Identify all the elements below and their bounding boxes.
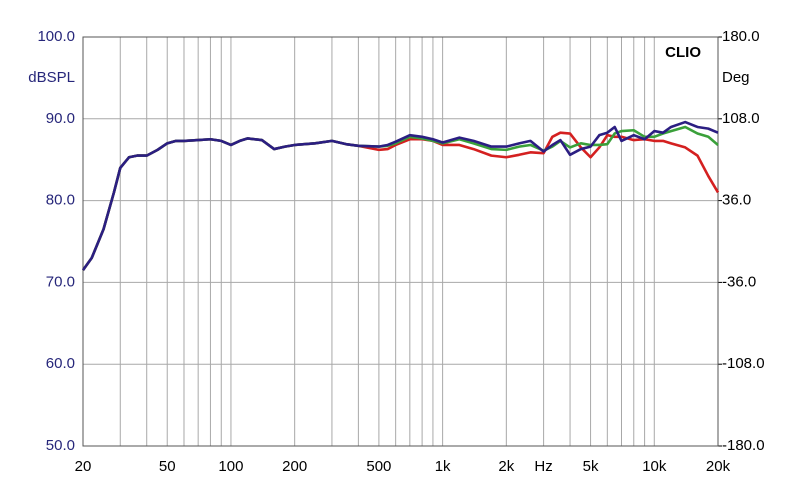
y2-tick-label: -36.0 [722, 273, 756, 290]
x-tick-label: 2k [498, 458, 514, 475]
y-tick-label: 70.0 [46, 273, 75, 290]
plot-frame [82, 36, 719, 447]
x-tick-label: 20k [706, 458, 731, 475]
y2-axis-label: Deg [722, 69, 750, 86]
y-tick-label: 90.0 [46, 110, 75, 127]
annotation: CLIO [665, 44, 701, 61]
x-tick-label: 50 [159, 458, 176, 475]
y-axis-label: dBSPL [28, 69, 75, 86]
x-tick-label: 20 [75, 458, 92, 475]
x-tick-label: 100 [218, 458, 243, 475]
x-tick-label: 10k [642, 458, 667, 475]
y2-tick-label: 108.0 [722, 110, 760, 127]
y2-tick-label: -180.0 [722, 437, 765, 454]
x-tick-label: 200 [282, 458, 307, 475]
y-tick-label: 80.0 [46, 192, 75, 209]
y2-tick-label: 180.0 [722, 28, 760, 45]
y-tick-label: 50.0 [46, 437, 75, 454]
series-line [81, 131, 720, 271]
x-tick-label: Hz [534, 458, 552, 475]
series-line [81, 125, 719, 271]
y-tick-label: 60.0 [46, 355, 75, 372]
x-tick-label: 1k [435, 458, 451, 475]
x-tick-label: 5k [583, 458, 599, 475]
y-tick-label: 100.0 [37, 28, 75, 45]
y2-tick-label: -108.0 [722, 355, 765, 372]
series-line [81, 120, 719, 271]
x-tick-label: 500 [366, 458, 391, 475]
y2-tick-label: 36.0 [722, 192, 751, 209]
